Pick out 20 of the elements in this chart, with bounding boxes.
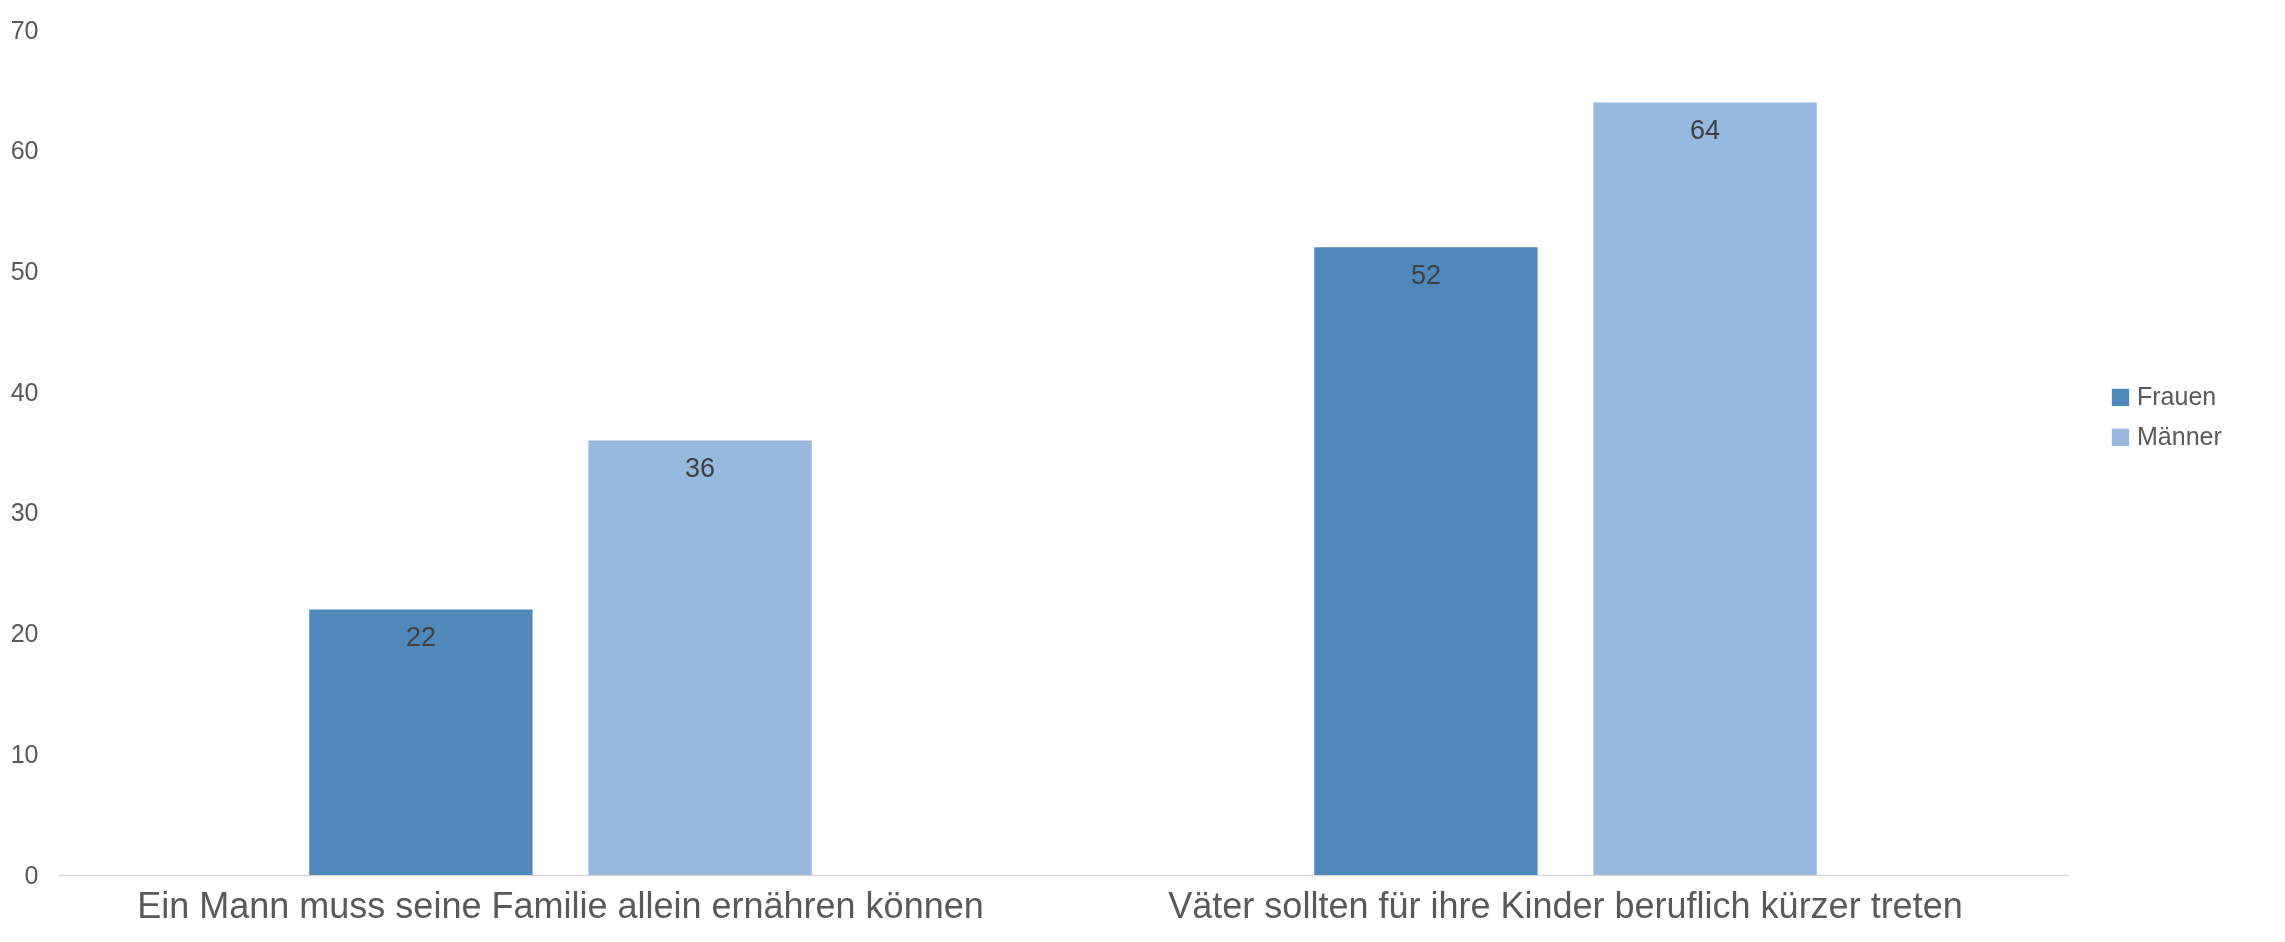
bar — [1314, 247, 1538, 875]
legend-label: Frauen — [2137, 382, 2217, 411]
bar — [1593, 102, 1817, 875]
y-tick-label: 40 — [10, 377, 39, 406]
y-tick-label: 10 — [10, 739, 39, 768]
y-tick-label: 20 — [10, 619, 39, 648]
y-tick-label: 0 — [24, 860, 39, 889]
legend-label: Männer — [2137, 422, 2222, 451]
data-label: 52 — [1410, 260, 1441, 291]
data-label: 64 — [1690, 115, 1721, 146]
data-label: 36 — [685, 453, 716, 484]
bar — [588, 440, 812, 875]
data-label: 22 — [405, 622, 436, 653]
x-tick-label: Väter sollten für ihre Kinder beruflich kürzer treten — [1168, 884, 1963, 926]
x-tick-label: Ein Mann muss seine Familie allein ernähren können — [137, 884, 984, 926]
y-tick-label: 30 — [10, 498, 39, 527]
y-tick-label: 60 — [10, 136, 39, 165]
y-tick-label: 70 — [10, 15, 39, 44]
y-tick-label: 50 — [10, 256, 39, 285]
bar — [309, 609, 533, 875]
